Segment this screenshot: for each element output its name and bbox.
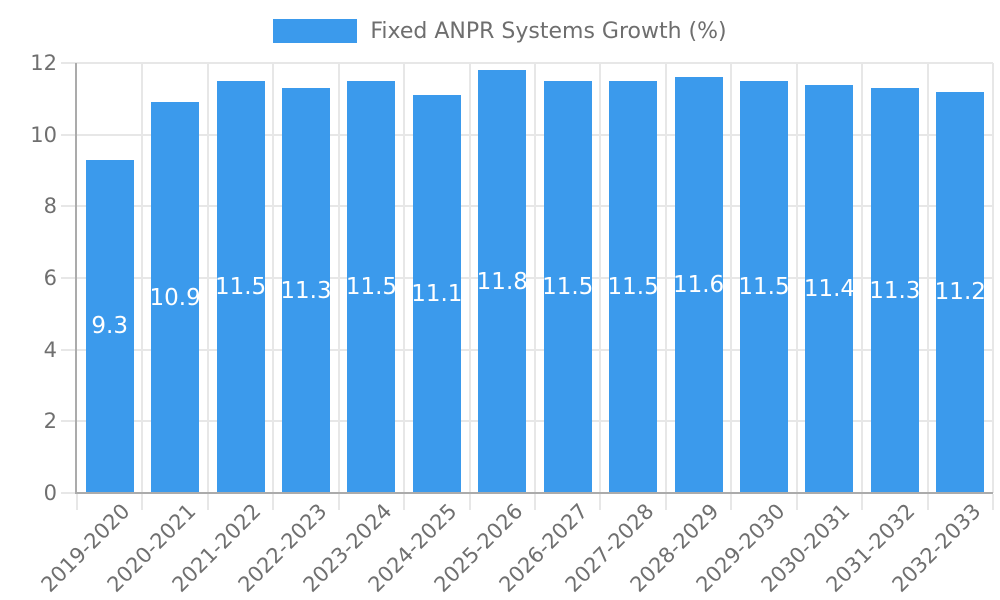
y-axis-line — [75, 63, 77, 494]
x-tick — [861, 494, 864, 510]
bar[interactable] — [478, 70, 527, 493]
bar[interactable] — [216, 80, 265, 493]
x-tick — [534, 494, 536, 510]
bar-value-label: 11.3 — [869, 277, 921, 304]
y-tick-label: 4 — [43, 337, 57, 362]
legend-swatch — [273, 19, 358, 43]
x-tick — [272, 494, 275, 510]
bar[interactable] — [347, 80, 396, 493]
gridline-v — [861, 63, 864, 493]
bar[interactable] — [412, 95, 461, 493]
gridline-v — [992, 63, 994, 493]
bar-value-label: 11.6 — [672, 272, 725, 299]
x-tick — [206, 494, 209, 510]
x-tick — [664, 494, 667, 510]
y-tick — [61, 492, 77, 494]
x-tick — [730, 494, 733, 510]
bar[interactable] — [282, 88, 330, 493]
x-tick — [403, 494, 406, 510]
x-tick — [337, 494, 340, 510]
legend[interactable]: Fixed ANPR Systems Growth (%) — [0, 18, 1000, 44]
y-tick — [61, 348, 77, 351]
y-tick — [61, 205, 77, 208]
bar[interactable] — [151, 102, 200, 493]
bar[interactable] — [870, 88, 919, 493]
x-tick — [141, 494, 144, 510]
y-tick — [61, 420, 77, 423]
bar-value-label: 11.8 — [476, 268, 528, 295]
x-tick — [468, 494, 471, 510]
bar-value-label: 11.4 — [803, 275, 856, 302]
x-tick — [926, 494, 929, 510]
gridline-v — [403, 63, 406, 493]
bar[interactable] — [85, 159, 134, 493]
x-tick — [76, 494, 78, 510]
bar-value-label: 11.3 — [280, 277, 332, 304]
bar-value-label: 11.5 — [738, 273, 790, 300]
y-tick-label: 8 — [43, 194, 57, 219]
bar-value-label: 11.5 — [214, 273, 267, 300]
gridline-v — [272, 63, 275, 493]
gridline-v — [599, 63, 602, 493]
legend-label: Fixed ANPR Systems Growth (%) — [370, 18, 727, 44]
gridline-v — [664, 63, 667, 493]
gridline-v — [337, 63, 340, 493]
y-tick-label: 0 — [43, 481, 57, 505]
x-axis-line — [75, 492, 993, 494]
gridline-v — [534, 63, 536, 493]
gridline-v — [795, 63, 798, 493]
bar[interactable] — [674, 77, 723, 493]
bar-value-label: 11.2 — [934, 279, 986, 306]
bar[interactable] — [543, 80, 592, 493]
bar[interactable] — [805, 84, 854, 493]
bar-value-label: 11.5 — [345, 273, 398, 300]
y-tick-label: 12 — [30, 51, 57, 75]
bar-value-label: 9.3 — [91, 313, 128, 340]
gridline-v — [926, 63, 929, 493]
y-tick — [61, 133, 77, 136]
y-tick — [61, 62, 77, 64]
x-tick — [992, 494, 994, 510]
y-tick-label: 6 — [43, 266, 57, 290]
gridline-v — [730, 63, 733, 493]
gridline-v — [468, 63, 471, 493]
y-tick-label: 10 — [30, 122, 57, 147]
bar-value-label: 11.5 — [542, 273, 594, 300]
bar[interactable] — [740, 80, 788, 493]
gridline-v — [141, 63, 144, 493]
y-tick-label: 2 — [43, 409, 57, 434]
bar-value-label: 10.9 — [149, 284, 201, 311]
bar[interactable] — [936, 91, 985, 493]
bar[interactable] — [609, 80, 658, 493]
bar-value-label: 11.5 — [607, 273, 659, 300]
x-tick — [795, 494, 798, 510]
gridline-v — [206, 63, 209, 493]
x-tick — [599, 494, 602, 510]
bar-value-label: 11.1 — [411, 281, 463, 308]
y-tick — [61, 277, 77, 279]
